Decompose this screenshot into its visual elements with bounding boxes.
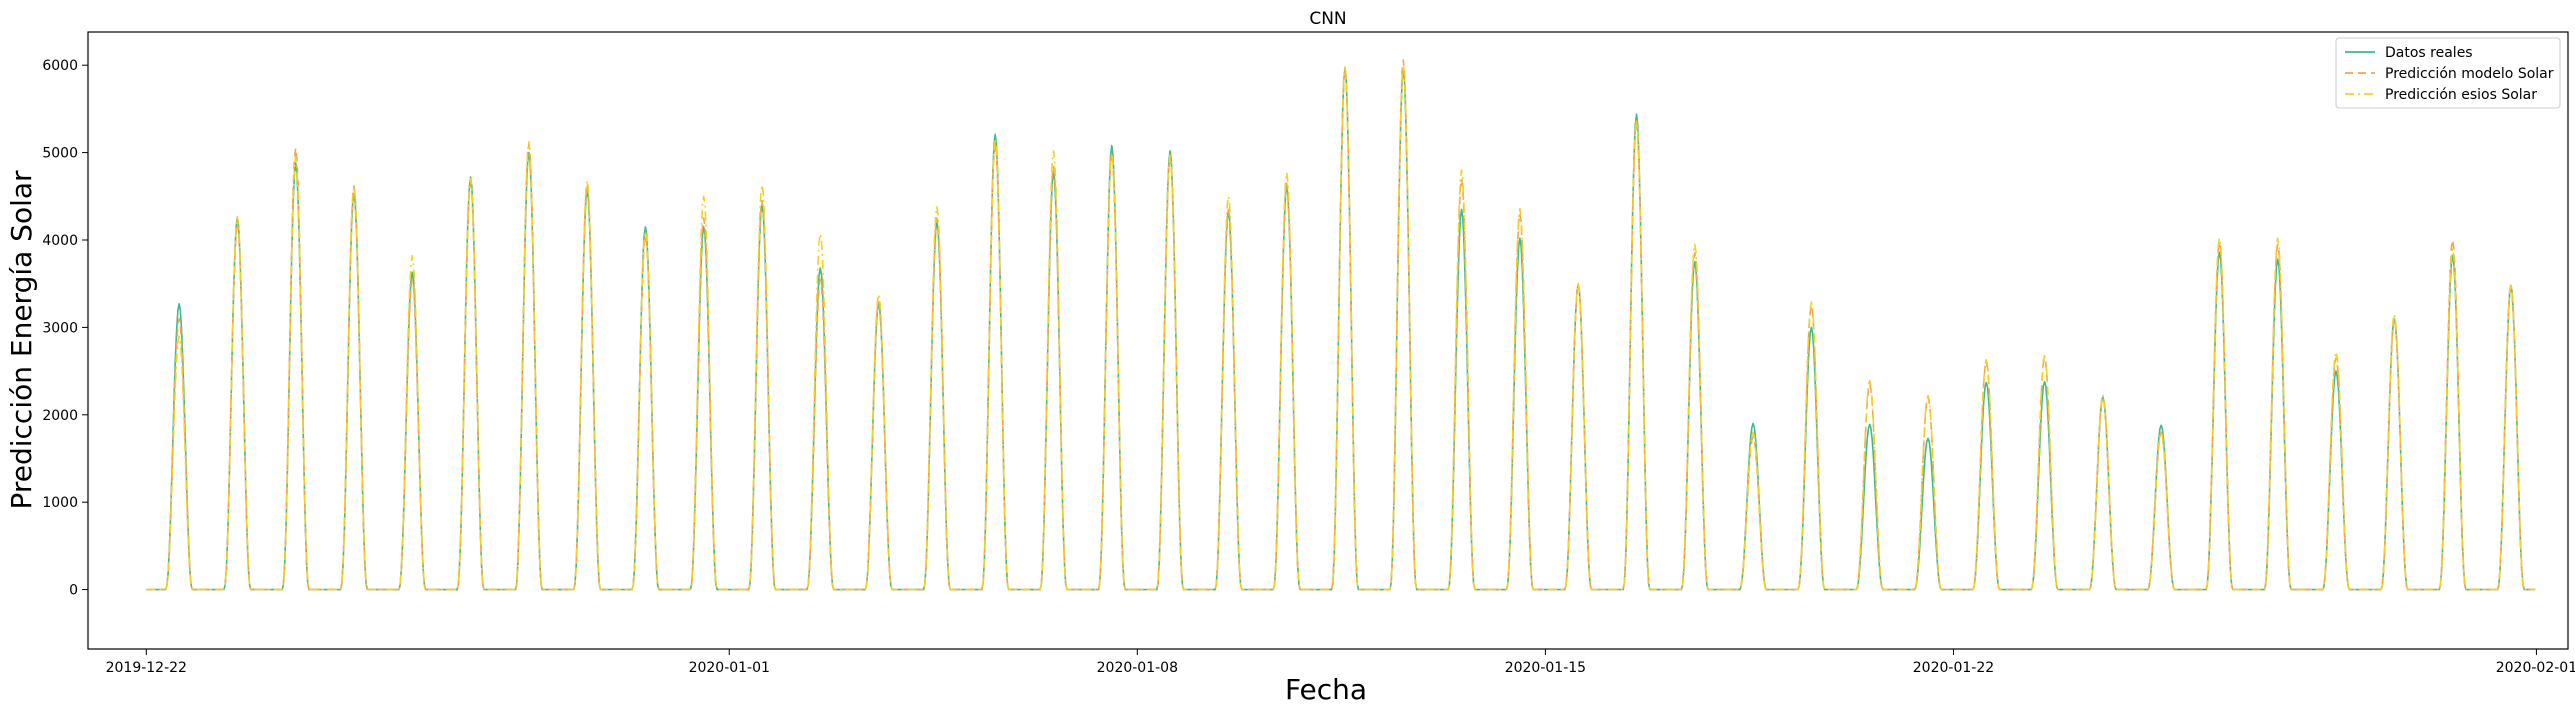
chart-title: CNN	[1309, 9, 1346, 29]
y-axis: 0 1000 2000 3000 4000 5000 6000	[42, 58, 88, 599]
x-tick-label: 2020-01-22	[1913, 660, 1994, 676]
plot-background	[88, 32, 2568, 649]
plot-frame	[87, 31, 2569, 650]
y-tick-label: 0	[69, 583, 78, 599]
series-line-prediccion-esios	[146, 64, 2536, 591]
x-tick-label: 2020-01-08	[1097, 660, 1178, 676]
legend-label: Datos reales	[2385, 45, 2473, 61]
x-axis-title: Fecha	[1285, 673, 1367, 706]
x-tick-label: 2020-01-15	[1505, 660, 1586, 676]
y-tick-label: 1000	[42, 495, 78, 511]
y-tick-label: 4000	[42, 233, 78, 249]
y-axis-title: Predicción Energía Solar	[5, 170, 38, 510]
legend-label: Predicción modelo Solar	[2385, 66, 2554, 82]
x-tick-label: 2020-02-01	[2496, 660, 2575, 676]
y-tick-label: 2000	[42, 408, 78, 424]
x-axis: 2019-12-22 2020-01-01 2020-01-08 2020-01-15…	[106, 649, 2575, 676]
y-tick-label: 3000	[42, 320, 78, 336]
x-tick-label: 2019-12-22	[106, 660, 187, 676]
x-tick-label: 2020-01-01	[689, 660, 770, 676]
y-tick-label: 5000	[42, 146, 78, 162]
legend-label: Predicción esios Solar	[2385, 87, 2537, 103]
series-lines	[146, 59, 2536, 591]
legend: Datos reales Predicción modelo Solar Predi…	[2335, 37, 2561, 109]
y-tick-label: 6000	[42, 58, 78, 74]
legend-box	[2335, 37, 2561, 109]
